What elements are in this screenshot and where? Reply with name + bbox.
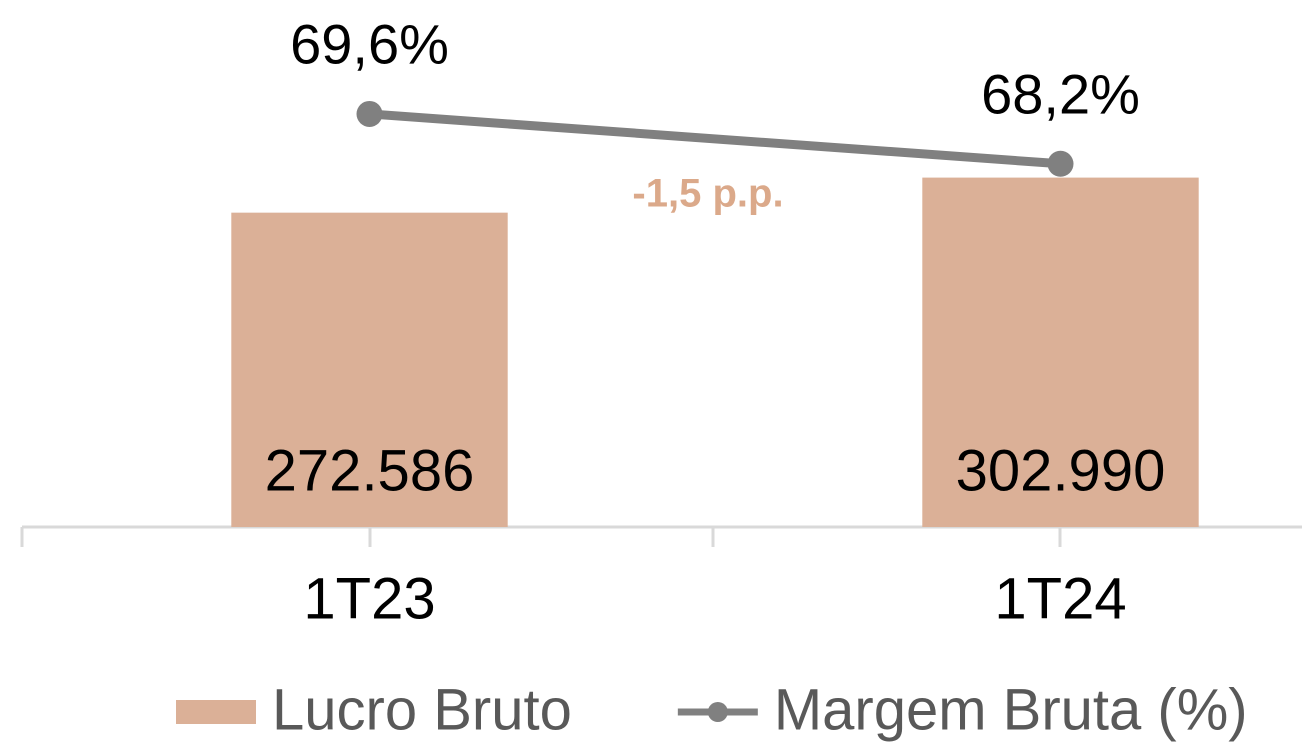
- line-point: [1047, 150, 1074, 177]
- legend-label: Margem Bruta (%): [774, 677, 1248, 742]
- data-label: 69,6%: [290, 13, 449, 76]
- x-tick-label: 1T24: [994, 566, 1126, 631]
- legend-swatch: [176, 700, 256, 724]
- line-point: [356, 100, 383, 127]
- data-label: 272.586: [265, 438, 475, 503]
- line: [369, 109, 1061, 169]
- legend-swatch: [707, 702, 728, 722]
- x-tick-label: 1T23: [303, 566, 435, 631]
- legend-label: Lucro Bruto: [272, 677, 572, 742]
- annotation: -1,5 p.p.: [632, 172, 783, 216]
- data-label: 68,2%: [981, 63, 1140, 126]
- data-label: 302.990: [956, 438, 1166, 503]
- bar: [922, 177, 1199, 527]
- bar: [231, 212, 508, 527]
